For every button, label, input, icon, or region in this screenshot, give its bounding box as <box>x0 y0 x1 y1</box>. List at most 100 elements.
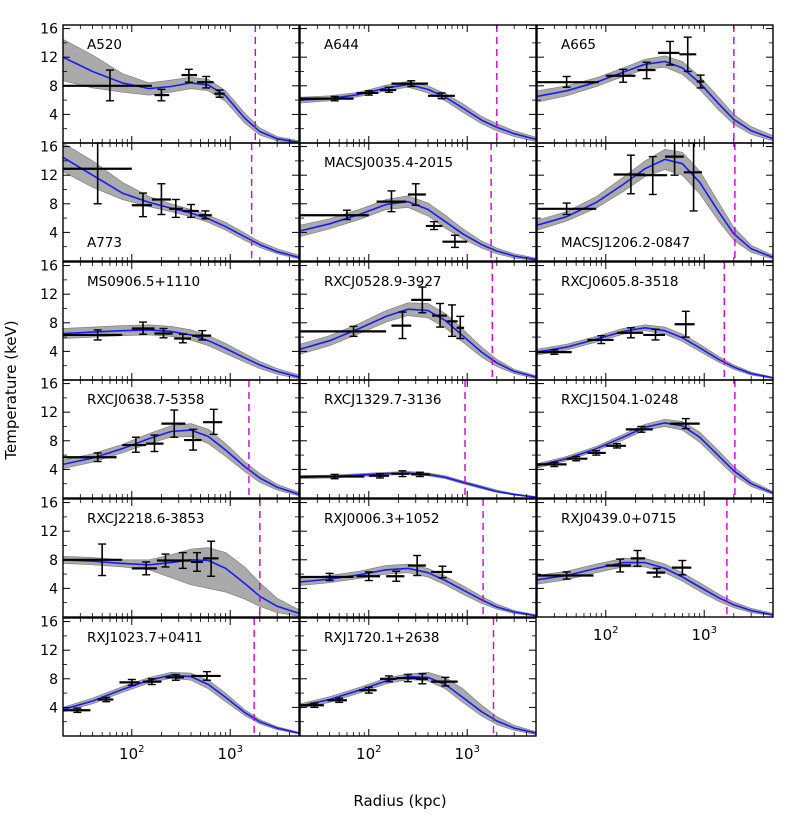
data-point <box>300 209 369 221</box>
panel-frame <box>299 498 537 618</box>
data-point <box>154 88 170 102</box>
x-tick-label-exponent: 2 <box>375 744 381 755</box>
panel-plot-area <box>300 25 536 143</box>
model-line <box>300 472 536 498</box>
y-tick-label: 12 <box>40 287 58 303</box>
data-point <box>446 304 458 338</box>
data-point <box>432 302 447 328</box>
panel-plot-area <box>537 262 773 380</box>
data-point <box>122 436 147 453</box>
y-tick-label: 12 <box>40 524 58 540</box>
model-uncertainty-band <box>537 324 773 379</box>
y-tick-label: 8 <box>49 197 58 213</box>
data-point <box>198 210 212 220</box>
data-point <box>670 417 700 430</box>
y-tick-label: 8 <box>49 434 58 450</box>
panel-plot-area <box>537 143 773 261</box>
cluster-name-label: A665 <box>561 37 596 53</box>
data-point <box>203 540 219 577</box>
panel-plot-area <box>537 25 773 143</box>
y-tick-label: 12 <box>40 50 58 66</box>
model-line <box>537 60 773 140</box>
cluster-name-label: RXJ0006.3+1052 <box>324 511 440 527</box>
data-point <box>537 571 594 580</box>
data-point <box>643 328 666 341</box>
data-point <box>637 61 656 80</box>
data-point <box>300 325 387 338</box>
panel-frame <box>536 379 774 499</box>
model-uncertainty-band <box>63 324 299 379</box>
model-uncertainty-band <box>63 547 299 617</box>
data-point <box>184 428 202 451</box>
data-point <box>380 675 397 683</box>
y-tick-label: 16 <box>40 259 58 275</box>
data-point <box>425 220 443 231</box>
data-point <box>587 450 606 456</box>
data-point <box>605 558 631 573</box>
y-tick-label: 8 <box>49 553 58 569</box>
y-axis-label: Temperature (keV) <box>2 320 20 460</box>
panel-frame <box>299 379 537 499</box>
panel-frame <box>62 498 300 618</box>
data-point <box>131 321 155 335</box>
y-tick-label: 16 <box>40 377 58 393</box>
panel-plot-area <box>63 618 299 736</box>
model-uncertainty-band <box>537 558 773 616</box>
cluster-name-label: A520 <box>87 37 122 53</box>
x-tick-label: 103 <box>217 744 242 763</box>
data-point <box>671 559 692 576</box>
panel-plot-area <box>63 143 299 261</box>
y-tick-label: 8 <box>49 79 58 95</box>
cluster-name-label: RXCJ0638.7-5358 <box>87 392 205 408</box>
cluster-name-label: RXCJ2218.6-3853 <box>87 511 205 527</box>
panel-plot-area <box>537 499 773 617</box>
panel-1: A644 <box>299 24 537 144</box>
model-line <box>63 56 299 143</box>
data-point <box>300 473 365 480</box>
model-line <box>63 674 299 734</box>
data-point <box>214 89 225 98</box>
cluster-name-label: A644 <box>324 37 359 53</box>
model-uncertainty-band <box>537 55 773 142</box>
data-point <box>356 90 379 96</box>
data-point <box>566 455 588 462</box>
panel-9: 4 8 12 16 RXCJ0638.7-5358 <box>40 377 300 499</box>
panel-frame <box>299 142 537 262</box>
data-point <box>169 198 183 219</box>
data-point <box>630 549 645 567</box>
x-tick-label-exponent: 2 <box>138 744 144 755</box>
panel-plot-area <box>300 618 536 736</box>
cluster-name-label: RXCJ1504.1-0248 <box>561 392 679 408</box>
data-point <box>380 86 397 93</box>
data-point <box>431 676 458 687</box>
panel-frame <box>299 617 537 737</box>
panel-frame <box>536 142 774 262</box>
data-point <box>300 572 354 582</box>
panel-0: 4 8 12 16 A520 <box>40 22 300 144</box>
data-point <box>537 202 597 216</box>
data-point <box>376 190 407 213</box>
x-tick-label: 103 <box>691 625 716 644</box>
data-point <box>646 567 666 578</box>
data-point <box>411 286 432 314</box>
x-tick-label-exponent: 3 <box>474 744 480 755</box>
data-point <box>131 192 152 218</box>
cluster-name-label: MACSJ0035.4-2015 <box>324 155 453 171</box>
data-point <box>391 80 429 88</box>
y-tick-label: 4 <box>49 344 58 360</box>
cluster-name-label: A773 <box>87 235 122 251</box>
data-point <box>327 697 347 704</box>
data-point <box>182 203 199 219</box>
x-tick-label-exponent: 3 <box>711 625 717 636</box>
panel-5: MACSJ1206.2-0847 <box>536 142 774 262</box>
model-uncertainty-band <box>63 38 299 143</box>
y-tick-label: 16 <box>40 615 58 631</box>
model-line <box>537 158 773 259</box>
data-point <box>605 442 626 449</box>
x-tick-label: 102 <box>119 744 144 763</box>
data-point <box>359 686 377 694</box>
x-tick-label: 103 <box>454 744 479 763</box>
panel-16: 102 103 RXJ1720.1+2638 <box>299 617 537 763</box>
panel-plot-area <box>537 380 773 498</box>
